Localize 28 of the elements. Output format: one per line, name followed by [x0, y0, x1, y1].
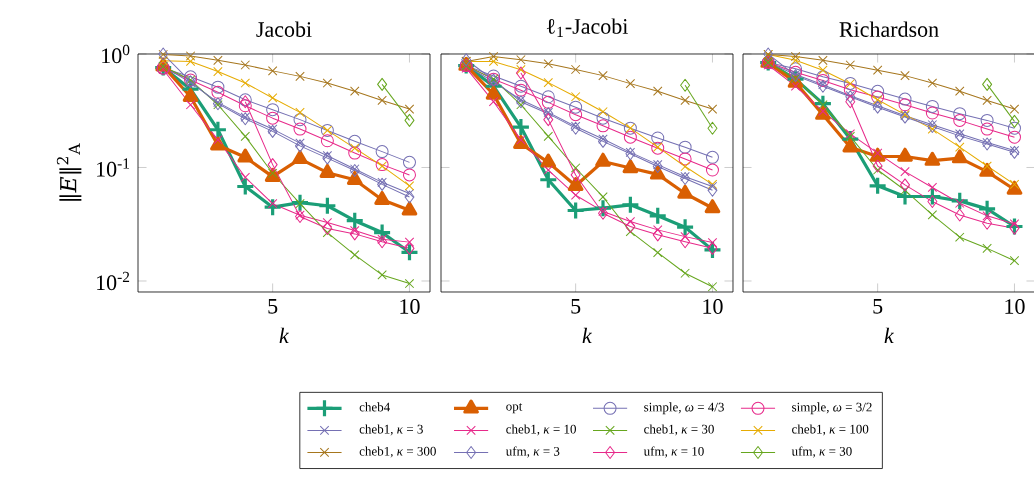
legend-label: cheb4 [359, 402, 391, 412]
chart-title: Jacobi [256, 21, 312, 37]
chart-title: Richardson [839, 21, 939, 37]
legend-label: cheb1, κ = 3 [359, 424, 423, 436]
x-tick-label: 5 [571, 299, 581, 314]
legend-label: ufm, κ = 3 [505, 446, 560, 458]
legend-label: ufm, κ = 10 [643, 446, 704, 458]
legend-label: simple, ω = 3/2 [792, 402, 872, 415]
chart-title: ℓ$_{1}$-Jacobi [546, 18, 628, 37]
legend-label: cheb1, κ = 10 [506, 424, 576, 436]
x-tick-label: 5 [873, 299, 883, 314]
legend-label: opt [506, 403, 523, 414]
x-tick-label: 10 [1005, 299, 1025, 314]
x-tick-label: 10 [400, 299, 420, 314]
y-tick-label: 10$^{-2}$ [97, 271, 130, 291]
x-axis-title: k [884, 327, 895, 343]
x-axis-title: k [279, 327, 290, 343]
x-axis-title: k [582, 327, 593, 343]
legend-label: cheb1, κ = 300 [359, 446, 436, 458]
legend-label: ufm, κ = 30 [791, 446, 852, 458]
legend-label: simple, ω = 4/3 [644, 402, 724, 415]
y-tick-label: 10$^{0}$ [102, 44, 130, 64]
legend-label: cheb1, κ = 100 [792, 424, 869, 436]
x-tick-label: 5 [268, 299, 278, 314]
x-tick-label: 10 [703, 299, 723, 314]
y-axis-title: ‖E‖$^{2}$A [56, 143, 82, 201]
y-tick-label: 10$^{-1}$ [97, 158, 130, 177]
legend-label: cheb1, κ = 30 [644, 424, 714, 436]
